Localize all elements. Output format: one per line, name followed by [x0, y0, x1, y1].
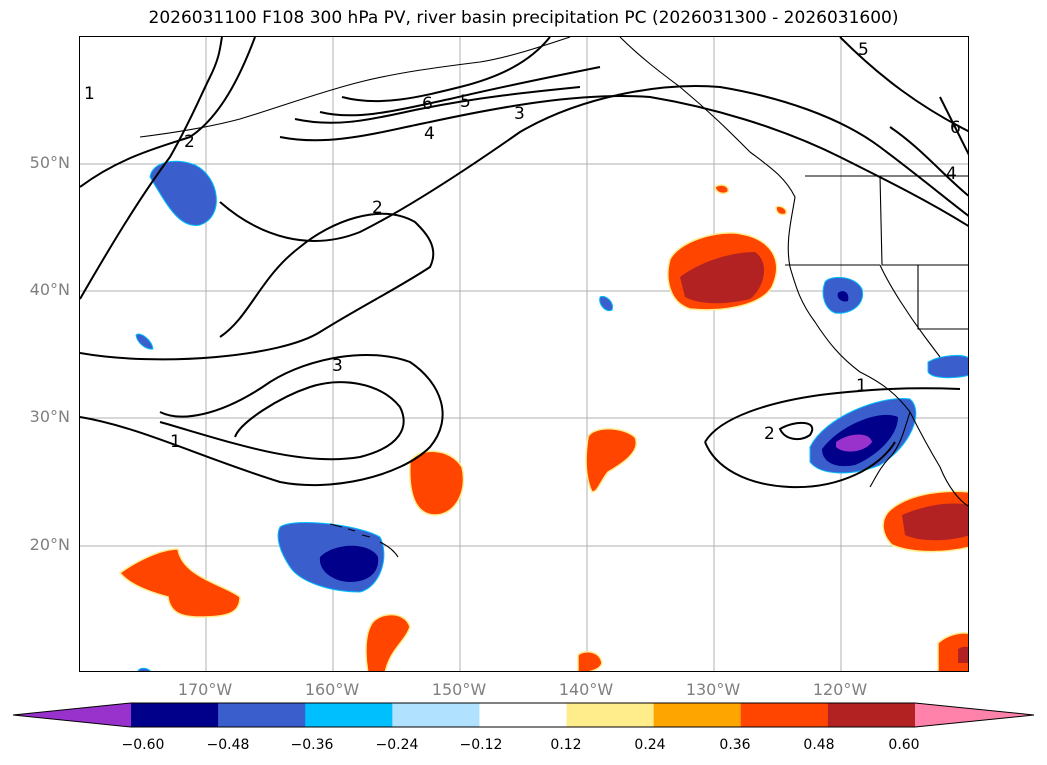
contour-label-group: 1 2 3 4 5 6 2 3 1 2 1 5 6 4: [84, 40, 961, 452]
colorbar-tick-label: 0.36: [719, 737, 751, 753]
colorbar-segment: [566, 703, 655, 727]
colorbar: [12, 702, 1035, 728]
colorbar-tick-label: 0.24: [634, 737, 666, 753]
neg-blob-bottom-left: [137, 667, 151, 671]
lat-label: 40°N: [29, 280, 70, 299]
colorbar-tick-label: −0.24: [375, 737, 419, 753]
lon-label: 160°W: [304, 680, 360, 699]
colorbar-tick-label: 0.12: [550, 737, 582, 753]
coastlines: [139, 37, 968, 558]
pos-blob-west: [118, 548, 241, 618]
contour-label: 5: [460, 92, 471, 112]
pv-contour-3: [279, 95, 968, 227]
pv-contour-big: [80, 353, 444, 487]
pv-contour-low-ring: [778, 421, 814, 441]
hawaii-islands: [329, 523, 399, 558]
contour-label: 6: [422, 94, 433, 114]
pv-contour-low-1: [704, 387, 961, 443]
pos-blob-mid-east: [585, 428, 638, 493]
contour-label: 5: [858, 40, 869, 60]
north-america-coast: [619, 37, 968, 507]
pv-contour-low-2: [704, 441, 896, 489]
colorbar-segment: [218, 703, 306, 727]
contour-label: 1: [170, 432, 181, 452]
lat-label: 50°N: [29, 153, 70, 172]
colorbar-tick-label: −0.12: [459, 737, 503, 753]
lon-label: 140°W: [558, 680, 614, 699]
pv-contours: [80, 37, 968, 489]
pv-trough-1: [80, 212, 435, 361]
colorbar-extend-max: [915, 703, 1034, 727]
contour-label: 1: [84, 84, 95, 104]
neg-center-baja: [836, 434, 872, 452]
pos-core-nepac: [680, 252, 765, 304]
alaska-chain: [139, 37, 571, 138]
colorbar-tick-label: 0.60: [888, 737, 920, 753]
pos-small-2: [775, 205, 788, 216]
contour-label: 2: [764, 424, 775, 444]
pv-ne-2: [939, 96, 968, 156]
contour-label: 3: [514, 104, 525, 124]
pv-contour-2-inner: [219, 85, 968, 242]
lon-label: 170°W: [177, 680, 233, 699]
pv-ne-3: [889, 126, 968, 197]
colorbar-tick-label: −0.48: [206, 737, 250, 753]
contour-label: 2: [372, 198, 383, 218]
graticule: [80, 37, 968, 671]
neg-blob-nw: [149, 160, 217, 226]
pos-blob-mid: [409, 450, 465, 516]
map-title: 2026031100 F108 300 hPa PV, river basin …: [148, 8, 899, 28]
lat-label: 20°N: [29, 535, 70, 554]
contour-label: 3: [332, 356, 343, 376]
contour-label: 2: [184, 132, 195, 152]
pv-contour-1-north: [80, 37, 223, 300]
pv-contour-6: [341, 37, 551, 103]
contour-label: 4: [946, 164, 957, 184]
pos-core-mexico: [902, 503, 968, 541]
colorbar-segment: [740, 703, 829, 727]
pv-contour-5: [319, 66, 601, 117]
precip-anomalies: [135, 160, 968, 671]
lon-label: 130°W: [685, 680, 741, 699]
colorbar-segment: [653, 703, 742, 727]
colorbar-segment: [479, 703, 568, 727]
pos-blob-south-mid: [365, 613, 411, 671]
neg-blob-small-w: [135, 333, 154, 350]
pv-contour-4: [294, 86, 581, 124]
colorbar-tick-label: 0.48: [803, 737, 835, 753]
neg-blob-mid: [599, 295, 614, 312]
pos-core-se-corner: [958, 646, 968, 663]
neg-core-norcal: [837, 291, 849, 302]
baja-coast: [869, 411, 911, 488]
colorbar-extend-min: [13, 703, 131, 727]
state-lines: [785, 175, 968, 358]
colorbar-tick-label: −0.36: [290, 737, 334, 753]
lon-label: 120°W: [812, 680, 868, 699]
pv-contour-1-south: [159, 381, 405, 461]
positive-anomalies: [118, 184, 968, 671]
colorbar-segment: [305, 703, 393, 727]
pos-small-1: [714, 184, 729, 195]
contour-label: 6: [950, 118, 961, 138]
colorbar-segment: [827, 703, 916, 727]
lat-label: 30°N: [29, 407, 70, 426]
colorbar-segment: [131, 703, 219, 727]
pv-contour-2: [80, 37, 256, 188]
neg-core-hawaii: [319, 545, 379, 582]
colorbar-segment: [392, 703, 480, 727]
lon-label: 150°W: [431, 680, 487, 699]
colorbar-tick-label: −0.60: [121, 737, 165, 753]
map-panel: 1 2 3 4 5 6 2 3 1 2 1 5 6 4: [79, 36, 969, 672]
map-canvas: 1 2 3 4 5 6 2 3 1 2 1 5 6 4: [80, 37, 968, 671]
colorbar-outline: [12, 702, 1035, 728]
pos-blob-south-small: [577, 650, 603, 671]
contour-label: 1: [856, 376, 867, 396]
neg-blob-socal-small: [927, 354, 968, 379]
contour-label: 4: [424, 124, 435, 144]
